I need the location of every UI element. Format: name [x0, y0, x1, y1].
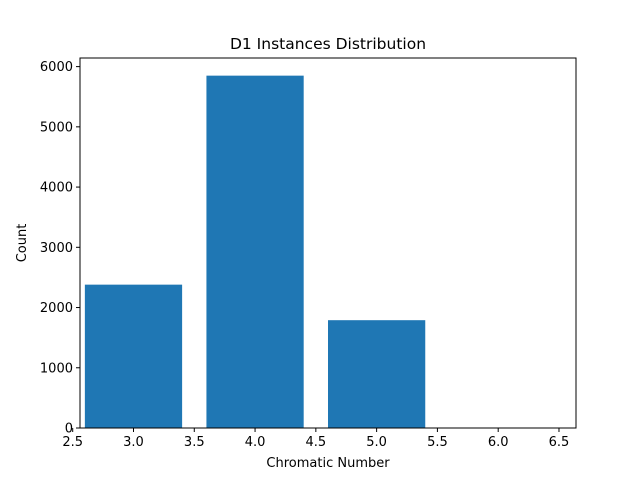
x-tick-label: 4.0: [245, 435, 266, 450]
y-tick-label: 5000: [40, 120, 73, 135]
x-tick-label: 5.5: [427, 435, 448, 450]
plot-frame: [79, 57, 577, 429]
y-tick-label: 0: [65, 422, 73, 437]
x-axis-label: Chromatic Number: [266, 456, 390, 471]
x-tick-label: 2.5: [62, 435, 83, 450]
y-axis-label: Count: [15, 224, 30, 263]
y-tick-label: 4000: [40, 181, 73, 196]
x-tick-label: 3.5: [184, 435, 205, 450]
x-tick-label: 5.0: [366, 435, 387, 450]
x-tick-label: 6.0: [488, 435, 509, 450]
x-tick-label: 6.5: [549, 435, 570, 450]
y-tick-label: 3000: [40, 241, 73, 256]
bar-4: [206, 75, 304, 428]
bar-3: [84, 284, 183, 428]
x-tick-label: 3.0: [123, 435, 144, 450]
bar-5: [328, 320, 426, 428]
chart-title: D1 Instances Distribution: [230, 35, 426, 53]
x-tick-label: 4.5: [305, 435, 326, 450]
y-tick-label: 6000: [40, 60, 73, 75]
y-tick-label: 2000: [40, 301, 73, 316]
y-tick-label: 1000: [40, 361, 73, 376]
